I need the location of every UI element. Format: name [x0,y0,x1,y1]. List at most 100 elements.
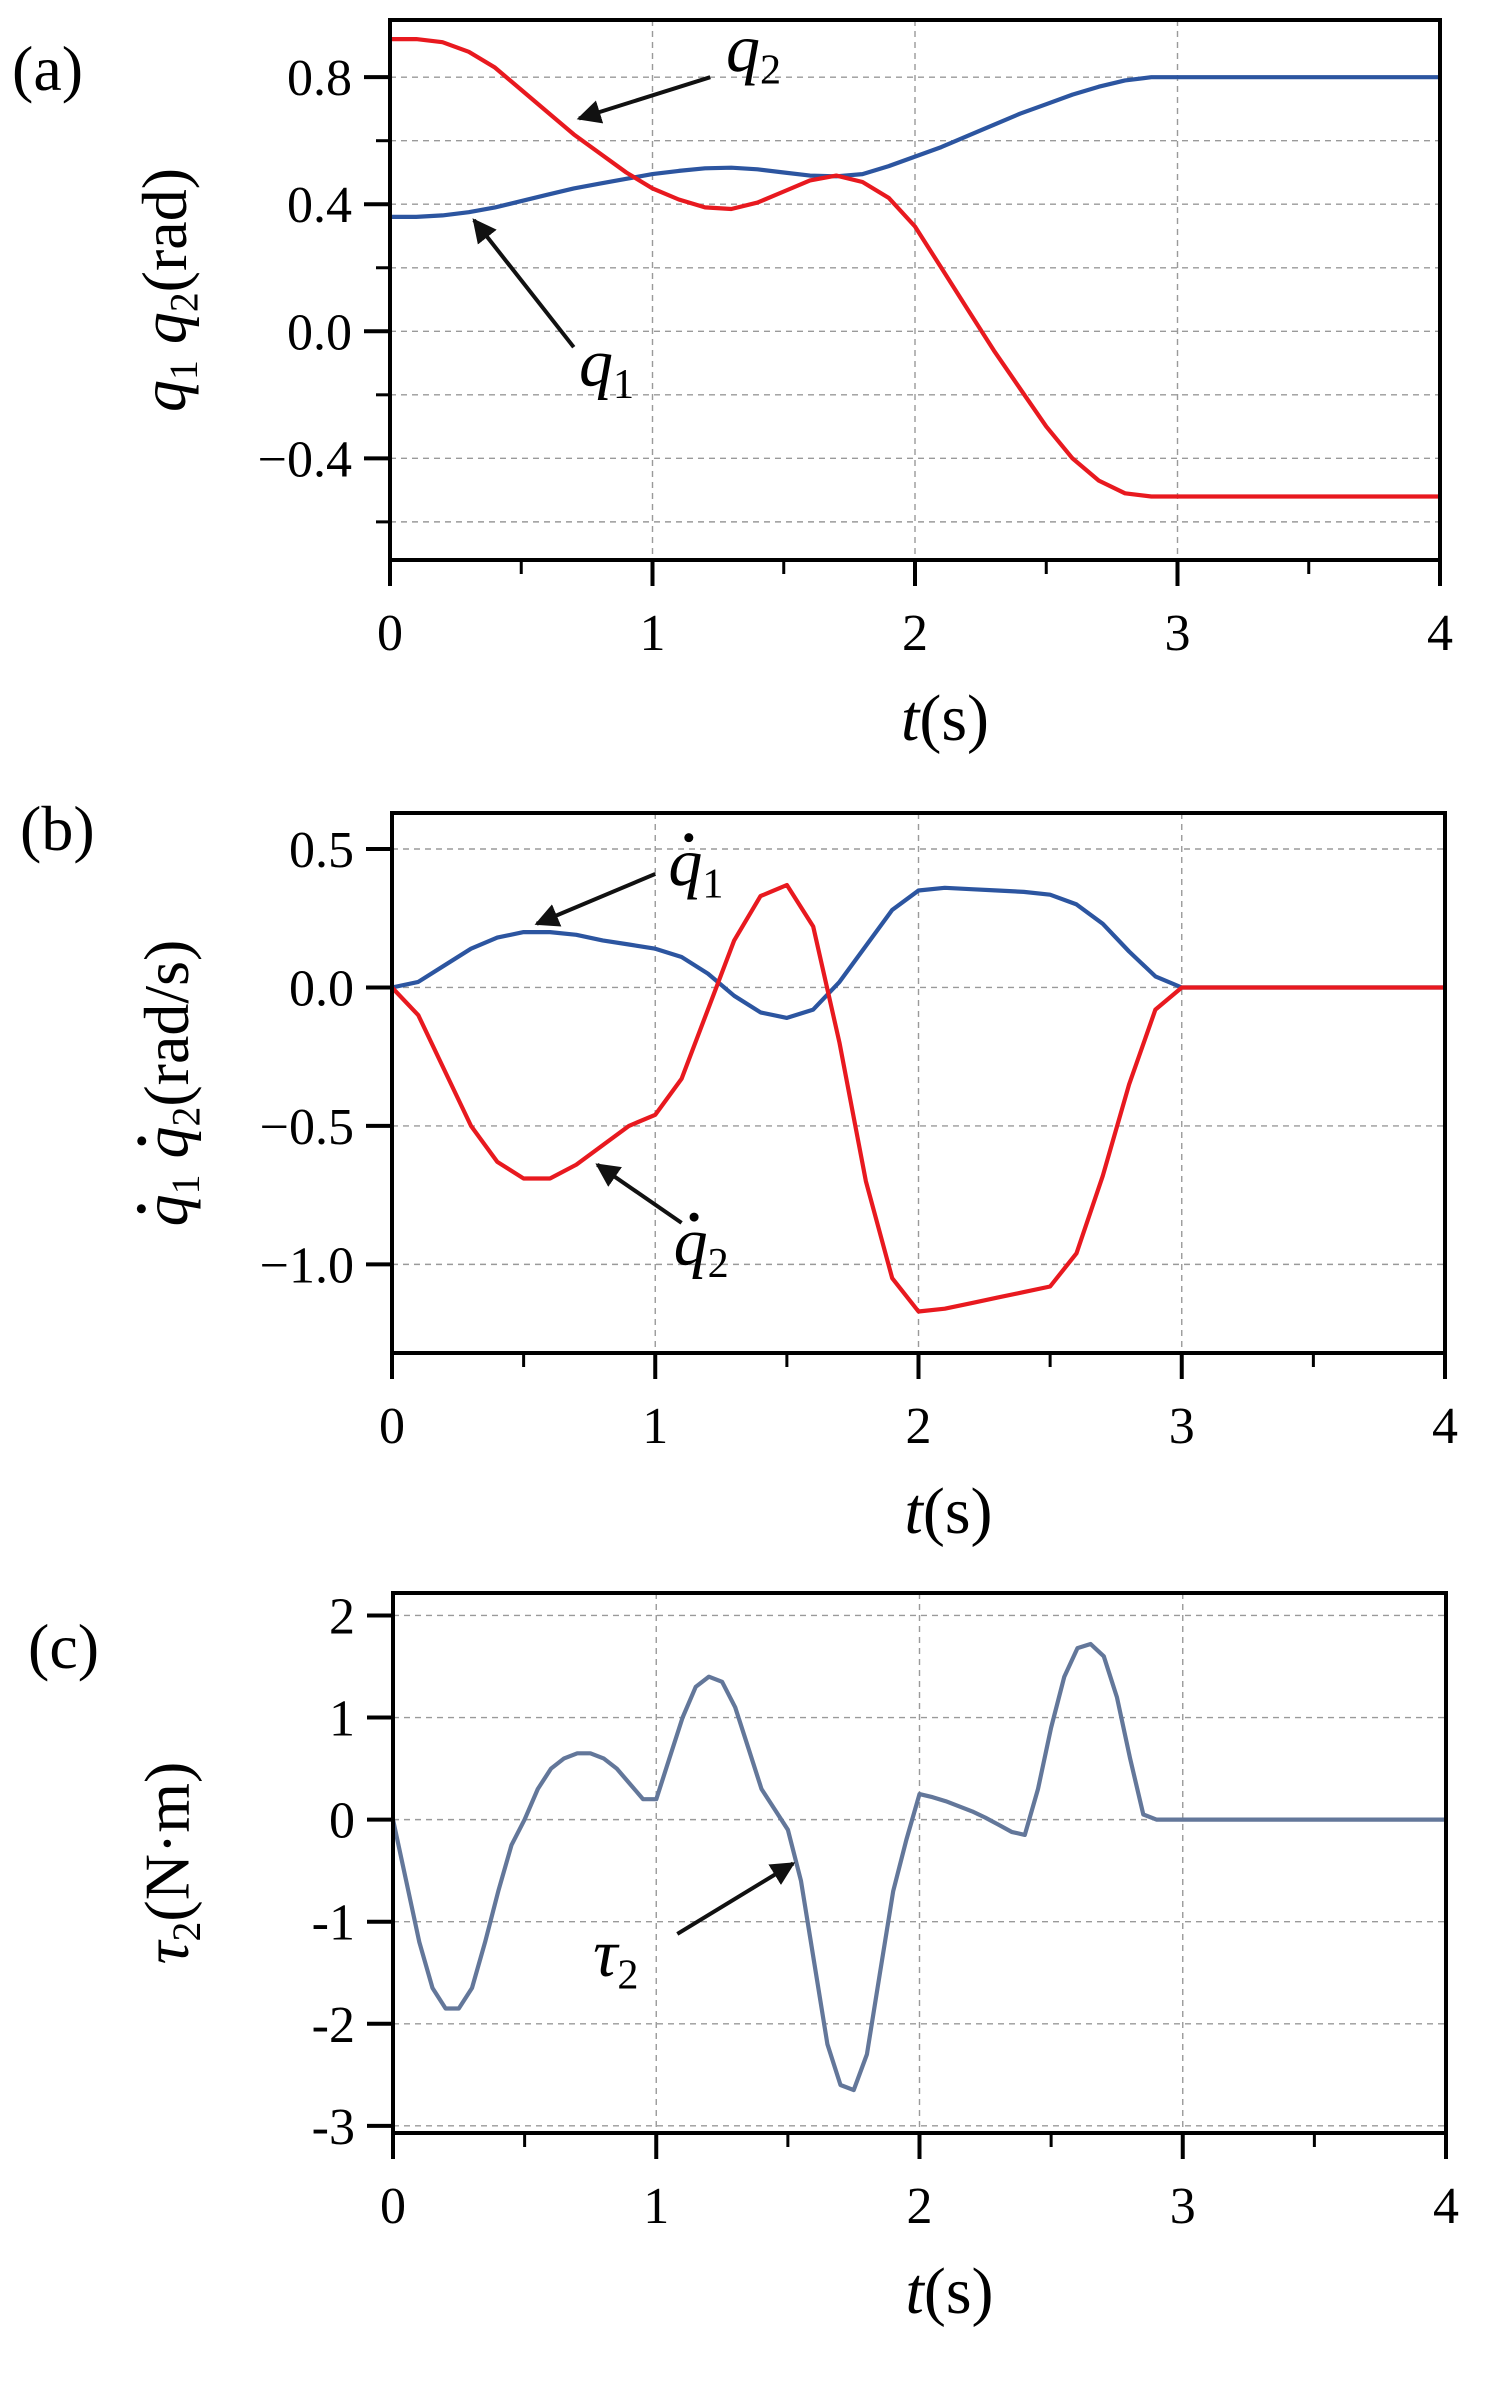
label-symbol: q [579,324,613,400]
x-axis: 0 1 2 3 4 [380,2133,1459,2235]
y-tick-label: 0.0 [287,304,352,361]
y-axis-label-part [128,344,199,360]
x-axis-label-symbol: t [906,2255,926,2328]
label-subscript: 2 [617,1951,638,1998]
x-tick-label: 4 [1427,605,1453,662]
y-axis: 0.5 0.0 −0.5 −1.0 [260,822,392,1294]
annotation-b-0: q1 [534,824,723,927]
x-tick-label: 1 [643,2178,669,2235]
x-tick-label: 1 [640,605,666,662]
y-tick-label: -2 [312,1997,355,2054]
label-symbol: q [726,10,760,86]
y-tick-label: 1 [329,1691,355,1748]
grid [390,20,1440,560]
y-axis: 0.8 0.4 0.0 −0.4 [258,50,390,524]
x-axis-label-unit: (s) [923,1475,993,1548]
annotation-arrow [472,218,576,349]
x-tick-label: 2 [902,605,928,662]
x-tick-label: 3 [1169,1398,1195,1455]
panel-label: (c) [28,1611,99,1682]
x-axis-label-symbol: t [901,682,921,755]
x-tick-label: 4 [1432,1398,1458,1455]
label-subscript: 1 [702,861,723,908]
annotation-label: q1 [579,324,634,408]
annotation-a-1: q1 [472,218,634,408]
x-axis-label-unit: (s) [924,2255,994,2328]
x-tick-label: 1 [642,1398,668,1455]
panel-label: (b) [20,793,95,864]
y-tick-label: −1.0 [260,1237,354,1294]
y-axis-label-part: (N·m) [131,1762,202,1922]
x-axis: 0 1 2 3 4 [379,1353,1458,1455]
y-tick-label: 0.5 [289,822,354,879]
y-axis-label-part: 1 [164,1175,208,1195]
series-line-a-0 [390,75,1440,219]
x-tick-label: 0 [379,1398,405,1455]
y-axis-label: q1 q2(rad/s) [130,940,208,1227]
y-tick-label: -3 [312,2099,355,2156]
x-axis-label-symbol: t [905,1475,925,1548]
label-subscript: 2 [760,46,781,93]
x-axis-label-unit: (s) [919,682,989,755]
series-line-c-0 [390,1641,1446,2093]
y-tick-label: 2 [329,1588,355,1645]
chart-panel-b: 0 1 2 3 40.50.0−0.5−1.0t(s)q1 q2(rad/s)(b) q1… [20,793,1458,1548]
y-axis-label-part: 2 [165,1922,209,1942]
x-axis-label: t(s) [906,2255,994,2328]
y-axis-label-part: 2 [162,292,206,312]
y-tick-label: 0 [329,1793,355,1850]
grid [392,813,1445,1353]
x-axis: 0 1 2 3 4 [377,560,1453,662]
y-axis-label-part: τ [131,1939,202,1964]
x-tick-label: 3 [1165,605,1191,662]
y-axis-label: q1 q2(rad) [128,168,206,412]
derivative-dot [684,833,694,843]
annotation-arrow [534,872,657,927]
y-tick-label: 0.8 [287,50,352,107]
annotation-label: τ2 [593,1915,638,1999]
x-tick-label: 2 [906,1398,932,1455]
y-axis: 2 1 0 -1 -2 -3 [312,1588,393,2156]
y-tick-label: −0.4 [258,431,352,488]
y-axis-label-part: 2 [164,1107,208,1127]
label-subscript: 2 [708,1240,729,1287]
x-axis-label: t(s) [905,1475,993,1548]
panel-label: (a) [12,33,83,104]
y-axis-label-part: 1 [162,360,206,380]
y-axis-label-part: q [128,312,199,344]
y-axis-label-part: (rad) [129,168,200,292]
x-tick-label: 0 [377,605,403,662]
annotation-arrow [595,1163,683,1225]
y-tick-label: 0.4 [287,177,352,234]
series-line-a-1 [390,37,1440,499]
x-axis-label: t(s) [901,682,989,755]
annotation-arrow [676,1861,796,1936]
y-tick-label: −0.5 [260,1099,354,1156]
y-tick-label: 0.0 [289,960,354,1017]
series-line-b-0 [391,885,1445,1020]
annotation-a-0: q2 [576,10,781,124]
annotation-arrow [576,75,711,124]
grid [393,1593,1446,2133]
x-tick-label: 3 [1170,2178,1196,2235]
x-tick-label: 0 [380,2178,406,2235]
annotation-label: q1 [668,824,723,908]
y-axis-label-part: (rad/s) [131,940,202,1107]
annotation-c-0: τ2 [593,1861,796,1999]
derivative-dot [689,1212,699,1222]
annotation-label: q2 [674,1203,729,1287]
y-axis-label: τ2(N·m) [131,1762,209,1965]
y-tick-label: -1 [312,1895,355,1952]
y-axis-label-part: q [128,380,199,412]
annotation-b-1: q2 [595,1163,729,1287]
label-symbol: τ [593,1915,620,1991]
derivative-dot [137,1136,147,1146]
series-line-b-1 [390,882,1445,1314]
label-subscript: 1 [613,361,634,408]
derivative-dot [136,1204,146,1214]
annotation-label: q2 [726,10,781,94]
x-tick-label: 4 [1433,2178,1459,2235]
